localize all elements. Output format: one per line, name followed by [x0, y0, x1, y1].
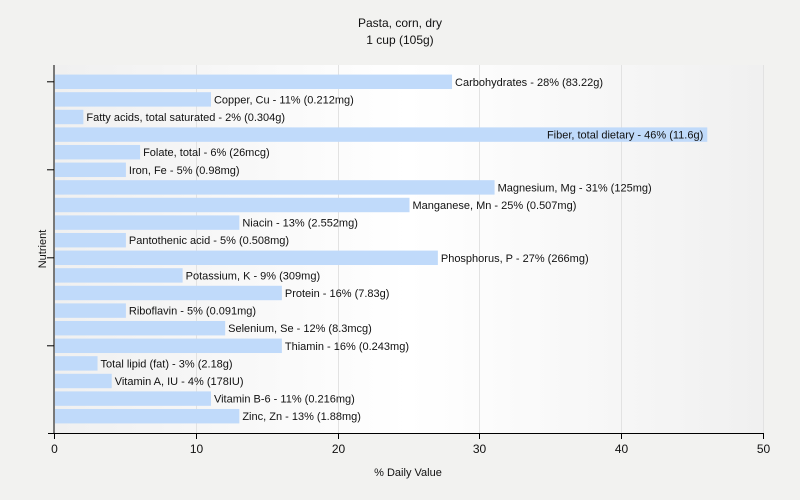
bar-label: Vitamin A, IU - 4% (178IU): [115, 376, 244, 388]
bar-label: Potassium, K - 9% (309mg): [186, 270, 321, 282]
x-ticks: 0 10 20 30 40 50: [51, 433, 770, 456]
bar-label: Niacin - 13% (2.552mg): [242, 218, 358, 230]
bar-label: Carbohydrates - 28% (83.22g): [455, 77, 603, 89]
bar: [55, 127, 708, 142]
bar: [55, 232, 126, 248]
bar: [55, 180, 495, 195]
bar: [55, 74, 453, 90]
bar: [55, 320, 226, 336]
bar-label: Thiamin - 16% (0.243mg): [285, 341, 409, 353]
plot-area: [54, 65, 763, 433]
x-tick-label: 50: [757, 442, 771, 456]
bar-label: Fiber, total dietary - 46% (11.6g): [547, 130, 703, 142]
bar: [55, 285, 282, 301]
bar-label: Phosphorus, P - 27% (266mg): [441, 253, 589, 265]
bar-label: Riboflavin - 5% (0.091mg): [129, 306, 256, 318]
bar-label: Vitamin B-6 - 11% (0.216mg): [214, 394, 355, 406]
bar: [55, 162, 126, 178]
x-tick-label: 20: [332, 442, 346, 456]
bar: [55, 144, 141, 160]
bar: [55, 109, 84, 125]
bar: [55, 250, 438, 266]
bar: [55, 268, 183, 283]
bar: [55, 92, 211, 107]
bar: [55, 338, 282, 354]
y-axis-label: Nutrient: [37, 230, 49, 269]
bar-labels: Carbohydrates - 28% (83.22g) Copper, Cu -…: [86, 77, 703, 423]
bars: [55, 74, 708, 424]
x-tick-label: 30: [473, 442, 487, 456]
chart-title: Pasta, corn, dry: [358, 16, 442, 30]
x-tick-label: 10: [190, 442, 204, 456]
x-axis-label: % Daily Value: [374, 467, 442, 479]
bar: [55, 408, 240, 424]
bar-label: Total lipid (fat) - 3% (2.18g): [101, 358, 233, 370]
bar-label: Fatty acids, total saturated - 2% (0.304…: [86, 112, 285, 124]
bar: [55, 373, 112, 389]
bar-label: Protein - 16% (7.83g): [285, 288, 390, 300]
bar-label: Pantothenic acid - 5% (0.508mg): [129, 235, 289, 247]
bar: [55, 356, 98, 371]
bar-label: Iron, Fe - 5% (0.98mg): [129, 165, 240, 177]
y-ticks: [47, 81, 54, 347]
x-tick-label: 0: [51, 442, 58, 456]
bar-label: Selenium, Se - 12% (8.3mcg): [228, 323, 372, 335]
bar-label: Copper, Cu - 11% (0.212mg): [214, 94, 354, 106]
bar: [55, 197, 410, 213]
x-tick-label: 40: [615, 442, 629, 456]
chart-subtitle: 1 cup (105g): [366, 33, 433, 47]
bar: [55, 215, 240, 230]
bar: [55, 303, 126, 318]
bar: [55, 391, 211, 406]
bar-label: Manganese, Mn - 25% (0.507mg): [413, 200, 577, 212]
gridlines: [196, 65, 764, 433]
bar-label: Folate, total - 6% (26mcg): [143, 147, 270, 159]
bar-label: Zinc, Zn - 13% (1.88mg): [242, 411, 361, 423]
bar-label: Magnesium, Mg - 31% (125mg): [498, 182, 652, 194]
